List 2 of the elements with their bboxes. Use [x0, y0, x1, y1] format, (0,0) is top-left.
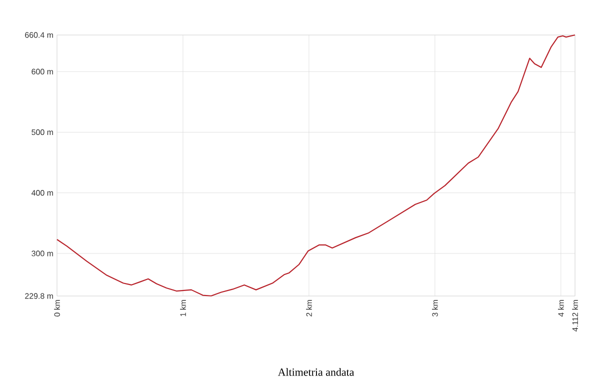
line-series — [56, 34, 576, 296]
text: Altimetria andata — [278, 368, 354, 376]
